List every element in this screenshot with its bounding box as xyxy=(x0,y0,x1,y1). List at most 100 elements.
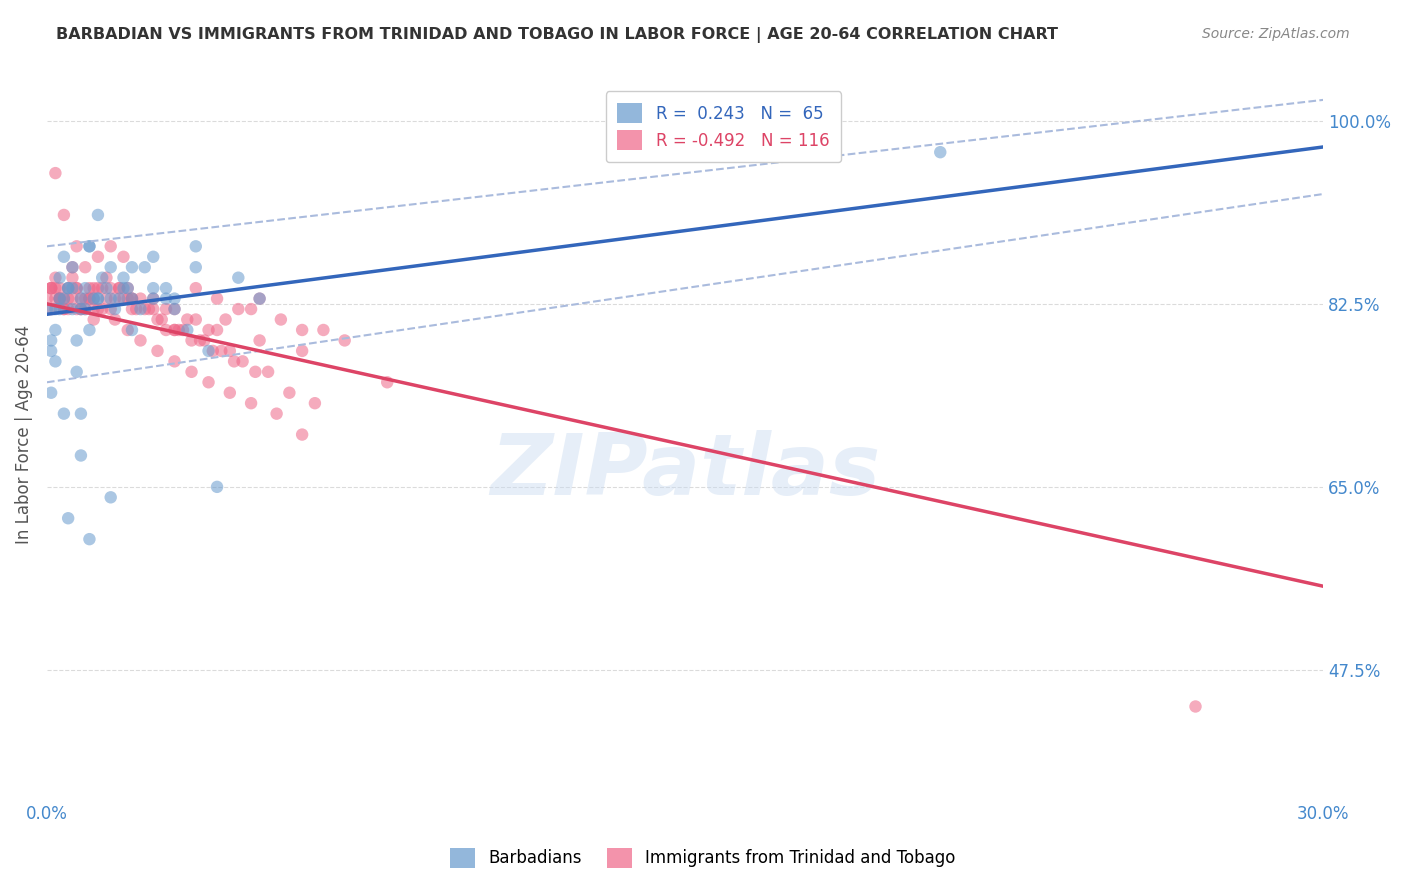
Point xyxy=(87,208,110,222)
Point xyxy=(66,365,89,379)
Point xyxy=(96,270,118,285)
Legend: R =  0.243   N =  65, R = -0.492   N = 116: R = 0.243 N = 65, R = -0.492 N = 116 xyxy=(606,92,841,162)
Point xyxy=(121,292,143,306)
Point xyxy=(52,292,75,306)
Point xyxy=(70,292,93,306)
Point xyxy=(163,354,186,368)
Point xyxy=(52,208,75,222)
Point xyxy=(291,343,314,358)
Point xyxy=(112,250,135,264)
Point xyxy=(56,511,79,525)
Point xyxy=(129,334,152,348)
Point xyxy=(163,292,186,306)
Point xyxy=(44,292,66,306)
Y-axis label: In Labor Force | Age 20-64: In Labor Force | Age 20-64 xyxy=(15,325,32,544)
Point xyxy=(56,281,79,295)
Point xyxy=(117,292,139,306)
Point xyxy=(56,281,79,295)
Point xyxy=(104,292,127,306)
Point xyxy=(112,292,135,306)
Point xyxy=(70,301,93,316)
Point xyxy=(48,301,70,316)
Point xyxy=(121,292,143,306)
Point xyxy=(245,365,267,379)
Point xyxy=(180,365,202,379)
Point xyxy=(48,292,70,306)
Point xyxy=(146,343,169,358)
Point xyxy=(75,301,97,316)
Point xyxy=(44,166,66,180)
Point xyxy=(176,323,198,337)
Point xyxy=(184,260,207,275)
Point xyxy=(100,239,122,253)
Point xyxy=(75,301,97,316)
Point xyxy=(79,292,101,306)
Point xyxy=(48,270,70,285)
Point xyxy=(117,281,139,295)
Point xyxy=(83,281,105,295)
Point xyxy=(62,260,84,275)
Point xyxy=(150,312,173,326)
Point xyxy=(121,301,143,316)
Point xyxy=(104,312,127,326)
Point xyxy=(218,385,240,400)
Point xyxy=(87,281,110,295)
Point xyxy=(108,281,131,295)
Point xyxy=(304,396,326,410)
Point xyxy=(270,312,292,326)
Point xyxy=(117,323,139,337)
Point xyxy=(62,292,84,306)
Point xyxy=(48,292,70,306)
Point xyxy=(83,292,105,306)
Point xyxy=(39,343,62,358)
Point xyxy=(39,301,62,316)
Point xyxy=(134,260,156,275)
Point xyxy=(52,250,75,264)
Point xyxy=(278,385,301,400)
Point xyxy=(266,407,288,421)
Point xyxy=(79,239,101,253)
Point xyxy=(117,281,139,295)
Point xyxy=(100,491,122,505)
Point xyxy=(112,281,135,295)
Point xyxy=(104,301,127,316)
Point xyxy=(66,239,89,253)
Point xyxy=(134,301,156,316)
Point xyxy=(197,376,219,390)
Point xyxy=(249,292,271,306)
Point xyxy=(66,301,89,316)
Point xyxy=(184,312,207,326)
Point xyxy=(83,312,105,326)
Point xyxy=(44,270,66,285)
Point xyxy=(222,354,245,368)
Point xyxy=(52,292,75,306)
Point xyxy=(333,334,356,348)
Point xyxy=(79,292,101,306)
Point xyxy=(52,301,75,316)
Point xyxy=(66,281,89,295)
Point xyxy=(44,301,66,316)
Point xyxy=(228,301,250,316)
Point xyxy=(257,365,280,379)
Point xyxy=(56,292,79,306)
Point xyxy=(70,449,93,463)
Point xyxy=(121,292,143,306)
Point xyxy=(62,281,84,295)
Point xyxy=(142,292,165,306)
Point xyxy=(205,323,228,337)
Point xyxy=(75,260,97,275)
Point xyxy=(70,292,93,306)
Point xyxy=(209,343,232,358)
Point xyxy=(44,354,66,368)
Point xyxy=(83,292,105,306)
Point xyxy=(205,292,228,306)
Point xyxy=(163,323,186,337)
Point xyxy=(142,301,165,316)
Point xyxy=(291,427,314,442)
Point xyxy=(79,323,101,337)
Point xyxy=(39,385,62,400)
Point xyxy=(56,301,79,316)
Point xyxy=(163,301,186,316)
Point xyxy=(142,250,165,264)
Point xyxy=(214,312,236,326)
